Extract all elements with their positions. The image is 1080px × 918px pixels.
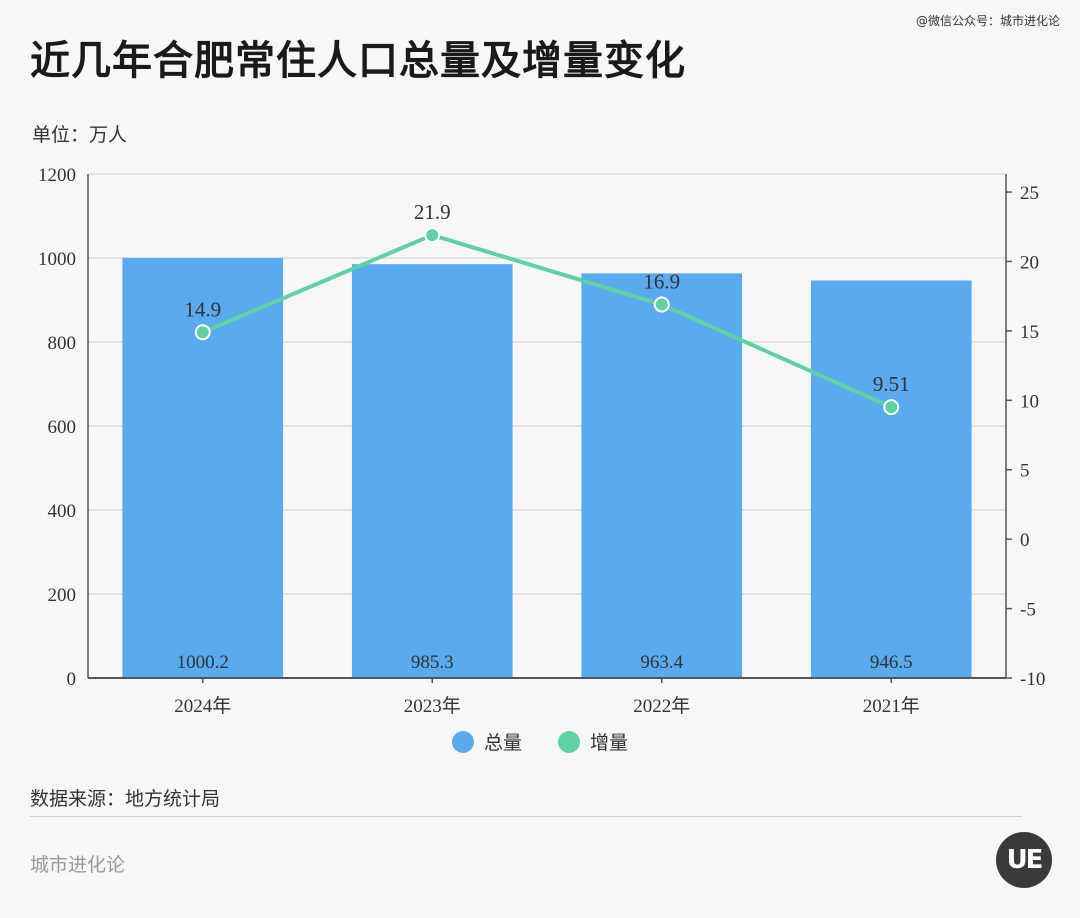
y-right-tick-label: -5 xyxy=(1020,600,1036,621)
x-tick-label: 2022年 xyxy=(633,695,690,717)
chart-legend: 总量 增量 xyxy=(0,728,1080,755)
y-right-tick-label: -10 xyxy=(1020,669,1045,690)
legend-dot-total xyxy=(451,730,474,753)
x-tick-label: 2024年 xyxy=(174,695,231,717)
legend-item-increment[interactable]: 增量 xyxy=(558,728,628,755)
footer-divider xyxy=(30,816,1022,817)
bar-value-label: 946.5 xyxy=(870,652,913,673)
increment-line xyxy=(201,233,893,409)
bar-value-label: 1000.2 xyxy=(177,652,229,673)
x-tick-label: 2021年 xyxy=(863,695,920,717)
legend-item-total[interactable]: 总量 xyxy=(451,728,522,755)
y-right-tick-label: 15 xyxy=(1020,322,1039,343)
y-right-tick-label: 5 xyxy=(1020,461,1030,482)
legend-label-increment: 增量 xyxy=(590,732,629,754)
legend-dot-increment xyxy=(558,730,580,753)
line-value-label: 14.9 xyxy=(184,297,221,321)
line-point xyxy=(194,324,211,341)
bar xyxy=(581,273,743,678)
line-point xyxy=(424,227,441,244)
y-left-tick-label: 0 xyxy=(67,669,77,690)
brand-logo: UE xyxy=(996,832,1052,888)
y-left-tick-label: 400 xyxy=(48,501,77,522)
y-left-tick-label: 600 xyxy=(48,417,77,438)
bar xyxy=(351,264,513,678)
footer-brand: 城市进化论 xyxy=(30,854,126,876)
y-right-tick-label: 10 xyxy=(1020,391,1039,412)
credit-text: @微信公众号：城市进化论 xyxy=(915,14,1060,28)
bar-value-label: 963.4 xyxy=(640,652,683,673)
line-point xyxy=(883,399,900,416)
y-left-tick-label: 1200 xyxy=(38,165,76,186)
y-left-tick-label: 200 xyxy=(48,585,77,606)
bar-value-label: 985.3 xyxy=(411,652,454,673)
y-right-tick-label: 20 xyxy=(1020,252,1039,273)
bar xyxy=(810,280,972,678)
line-value-label: 9.51 xyxy=(873,372,910,396)
source-label: 数据来源：地方统计局 xyxy=(30,788,221,810)
y-right-tick-label: 25 xyxy=(1020,183,1039,204)
y-left-tick-label: 800 xyxy=(48,333,77,354)
x-tick-label: 2023年 xyxy=(404,695,461,717)
line-value-label: 16.9 xyxy=(643,270,680,294)
legend-label-total: 总量 xyxy=(483,732,522,754)
combo-chart: 0 200 400 600 800 1000 1200 -10 -5 0 5 10 15 20 25 1000… xyxy=(38,165,1045,717)
y-left-tick-label: 1000 xyxy=(38,249,76,270)
unit-label: 单位：万人 xyxy=(32,124,128,146)
chart-title: 近几年合肥常住人口总量及增量变化 xyxy=(30,38,686,84)
line-value-label: 21.9 xyxy=(414,200,451,224)
line-point xyxy=(653,296,670,313)
y-right-tick-label: 0 xyxy=(1020,530,1030,551)
